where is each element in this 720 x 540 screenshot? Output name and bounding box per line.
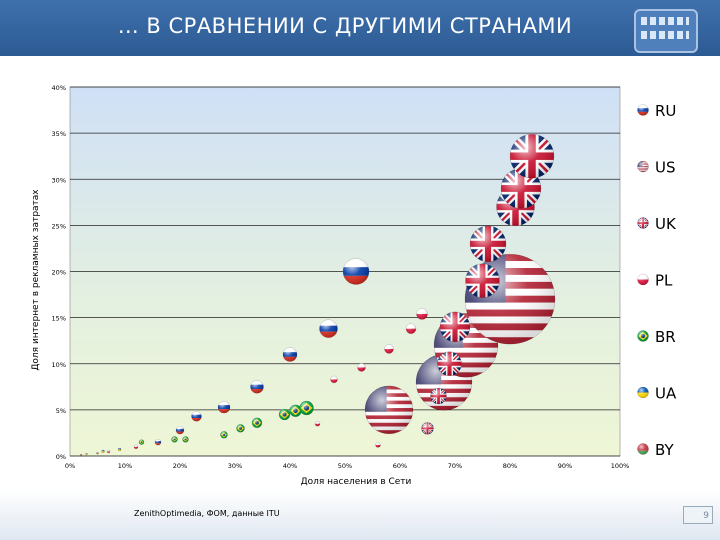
legend-marker-br	[637, 330, 649, 342]
bubble-uk	[430, 387, 447, 405]
y-tick-label: 5%	[56, 407, 66, 415]
legend-label: PL	[655, 272, 673, 290]
bubble-ru	[282, 347, 298, 362]
y-tick-label: 40%	[52, 84, 66, 92]
bubble-ua	[117, 447, 122, 452]
bubble-uk	[465, 263, 500, 298]
y-tick-label: 30%	[52, 176, 66, 184]
bubble-br	[299, 400, 314, 416]
bubble-pl	[133, 444, 139, 450]
bubble-us	[364, 385, 414, 435]
legend-marker-ru	[637, 104, 649, 116]
bubble-ua	[101, 449, 105, 454]
bubble-br	[289, 404, 302, 418]
y-tick-label: 10%	[52, 361, 66, 369]
x-tick-label: 50%	[338, 462, 352, 470]
bubble-ua	[85, 452, 88, 456]
x-axis-label: Доля населения в Сети	[301, 477, 412, 487]
logo	[634, 9, 698, 53]
legend-label: UK	[655, 215, 677, 233]
bubble-pl	[330, 375, 338, 384]
bubble-ru	[250, 380, 264, 394]
x-tick-label: 90%	[558, 462, 572, 470]
page-number: 9	[683, 506, 713, 524]
bubble-ru	[191, 411, 202, 422]
x-tick-label: 60%	[393, 462, 407, 470]
y-tick-label: 35%	[52, 130, 66, 138]
legend-label: US	[655, 159, 676, 177]
bubble-uk	[439, 311, 471, 343]
y-axis-label: Доля интернет в рекламных затратах	[31, 189, 41, 371]
y-tick-label: 15%	[52, 315, 66, 323]
bubble-br	[171, 436, 178, 443]
bubble-br	[138, 439, 145, 445]
bubble-uk	[469, 225, 507, 263]
bubble-uk	[437, 351, 462, 376]
bubble-pl	[375, 442, 381, 448]
bubble-ru	[319, 319, 338, 338]
bubble-br	[236, 424, 245, 433]
x-tick-label: 10%	[118, 462, 132, 470]
bubble-br	[251, 417, 263, 429]
y-tick-label: 25%	[52, 222, 66, 230]
legend-label: BY	[655, 441, 674, 459]
bubble-ru	[154, 438, 162, 446]
x-tick-labels: 0% 10% 20% 30% 40% 50% 60% 70% 80% 90% 100%	[65, 462, 629, 470]
slide-title: … В СРАВНЕНИИ С ДРУГИМИ СТРАНАМИ	[117, 14, 573, 38]
bubble-br	[278, 408, 291, 421]
bubble-uk	[421, 422, 434, 435]
x-tick-label: 100%	[611, 462, 630, 470]
bubble-ru	[175, 425, 185, 435]
footer-bar	[0, 490, 720, 540]
x-tick-label: 40%	[283, 462, 297, 470]
x-tick-label: 0%	[65, 462, 75, 470]
bubble-br	[220, 431, 228, 439]
bubble-ru	[217, 400, 231, 414]
legend-label: RU	[655, 102, 676, 120]
legend-label: BR	[655, 328, 676, 346]
bubble-pl	[416, 308, 428, 320]
bubble-br	[182, 436, 189, 443]
bubbles	[79, 133, 556, 457]
bubble-chart: 0% 5% 10% 15% 20% 25% 30% 35% 40% 0% 10% 20% 30% 40%…	[31, 84, 677, 487]
y-tick-label: 20%	[52, 269, 66, 277]
legend-marker-by	[637, 443, 649, 455]
bubble-pl	[106, 449, 111, 454]
y-tick-labels: 0% 5% 10% 15% 20% 25% 30% 35% 40%	[52, 84, 66, 461]
bubble-pl	[384, 344, 394, 354]
legend-marker-uk	[637, 217, 649, 229]
legend-label: UA	[655, 385, 677, 403]
x-tick-label: 70%	[448, 462, 462, 470]
x-tick-label: 20%	[173, 462, 187, 470]
x-tick-label: 30%	[228, 462, 242, 470]
bubble-by	[96, 451, 99, 455]
y-tick-label: 0%	[56, 453, 66, 461]
bubble-pl	[314, 420, 321, 427]
bubble-uk	[509, 133, 555, 179]
x-tick-label: 80%	[503, 462, 517, 470]
header-bar: … В СРАВНЕНИИ С ДРУГИМИ СТРАНАМИ	[0, 0, 720, 56]
bubble-ru	[342, 258, 370, 285]
bubble-pl	[357, 363, 366, 372]
legend-marker-ua	[637, 386, 649, 399]
legend-marker-pl	[637, 273, 649, 286]
bubble-by	[79, 453, 83, 457]
source-note: ZenithOptimedia, ФОМ, данные ITU	[134, 509, 280, 518]
bubble-pl	[405, 323, 417, 334]
legend: RU US UK PL BR UA BY	[637, 102, 677, 459]
legend-marker-us	[637, 160, 649, 173]
